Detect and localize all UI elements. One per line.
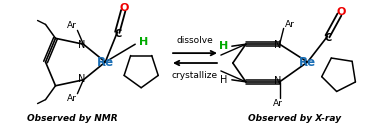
Text: Ar: Ar [67,21,76,30]
Text: N: N [274,40,281,50]
Text: Observed by NMR: Observed by NMR [27,114,118,123]
Text: Observed by X-ray: Observed by X-ray [248,114,341,123]
Text: C: C [325,33,332,43]
Text: N: N [78,40,85,50]
Text: crystallize: crystallize [172,71,218,80]
Text: C: C [115,29,122,39]
Text: Ar: Ar [67,94,76,103]
Text: H: H [139,37,148,47]
Text: Ar: Ar [273,99,283,108]
Text: O: O [119,3,129,13]
Text: Ar: Ar [285,20,294,29]
Text: O: O [337,7,346,17]
Text: H: H [219,41,228,51]
Text: Re: Re [299,56,316,68]
Text: Re: Re [97,56,114,68]
Text: N: N [274,76,281,86]
Text: N: N [78,74,85,84]
Text: H: H [220,75,228,85]
Text: dissolve: dissolve [177,36,213,45]
